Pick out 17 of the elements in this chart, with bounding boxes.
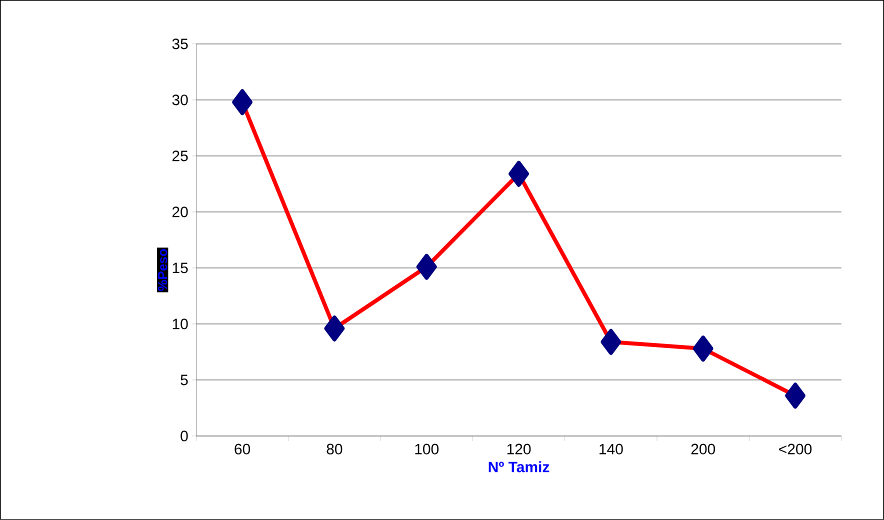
y-tick-label: 10 [172, 318, 188, 330]
y-axis-title: %Peso [158, 249, 168, 291]
x-tick-label: 120 [507, 444, 531, 454]
y-tick-label: 35 [172, 38, 188, 50]
x-tick-label: 80 [326, 444, 342, 454]
y-tick-label: 0 [180, 430, 188, 442]
y-tick-label: 20 [172, 206, 188, 218]
y-tick-label: 25 [172, 150, 188, 162]
x-tick-label: 200 [691, 444, 716, 454]
y-tick-label: 5 [180, 374, 188, 386]
y-tick-label: 30 [172, 94, 188, 106]
x-tick-label: 140 [600, 444, 623, 454]
x-tick-label: 60 [234, 444, 250, 454]
x-tick-label: <200 [779, 444, 812, 454]
x-tick-label: 100 [415, 444, 439, 454]
y-tick-label: 15 [172, 262, 188, 274]
x-axis-title: Nº Tamiz [488, 461, 550, 472]
